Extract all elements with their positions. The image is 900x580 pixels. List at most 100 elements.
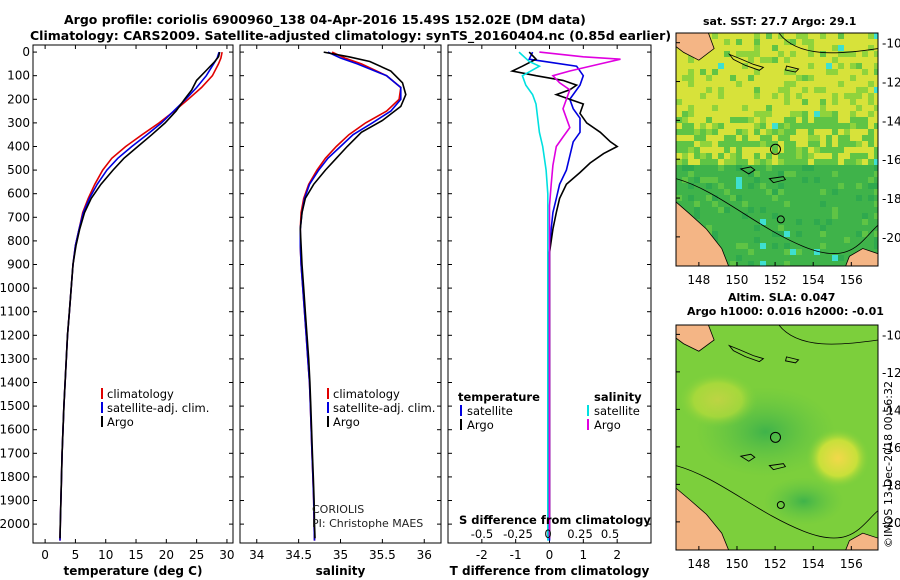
y-tick-label: 1700 [0, 446, 30, 460]
sst-pixel [778, 87, 784, 93]
sst-pixel [706, 177, 712, 183]
sst-pixel [868, 213, 874, 219]
sst-map: 148 150 152 154 156 -10 -12 -14 -16 -18 -20 [675, 32, 900, 287]
sst-pixel [832, 165, 838, 171]
sst-pixel [856, 171, 862, 177]
sst-pixel [862, 237, 868, 243]
sst-pixel [676, 171, 682, 177]
sst-pixel [676, 165, 682, 171]
sst-pixel [772, 237, 778, 243]
sst-pixel [682, 171, 688, 177]
sst-pixel [700, 219, 706, 225]
sst-pixel [718, 165, 724, 171]
sst-pixel [814, 87, 820, 93]
sst-pixel [790, 165, 796, 171]
sst-pixel [736, 213, 742, 219]
sst-pixel [754, 141, 760, 147]
sst-pixel [766, 231, 772, 237]
sst-pixel [862, 117, 868, 123]
sst-pixel [826, 135, 832, 141]
sst-pixel [802, 201, 808, 207]
sst-pixel [700, 153, 706, 159]
sst-pixel [772, 207, 778, 213]
sst-pixel [682, 177, 688, 183]
y-tick-label: 1900 [0, 494, 30, 508]
sst-pixel [754, 261, 760, 266]
sst-pixel [742, 189, 748, 195]
sst-pixel [784, 183, 790, 189]
sst-pixel [778, 159, 784, 165]
sst-pixel [778, 177, 784, 183]
sla-map-frame [675, 324, 879, 551]
y-tick-label: 900 [7, 257, 30, 271]
sst-pixel [838, 45, 844, 51]
sst-pixel [706, 75, 712, 81]
sst-pixel [688, 57, 694, 63]
sst-pixel [832, 219, 838, 225]
sst-pixel [850, 213, 856, 219]
sst-pixel [790, 195, 796, 201]
sst-pixel [754, 51, 760, 57]
x-tick-label: 15 [128, 548, 143, 562]
sst-pixel [874, 171, 878, 177]
sst-pixel [802, 87, 808, 93]
sst-pixel [754, 171, 760, 177]
sst-pixel [820, 243, 826, 249]
sst-pixel [850, 171, 856, 177]
sla-low-blob [763, 477, 844, 526]
sst-pixel [856, 153, 862, 159]
sst-pixel [730, 153, 736, 159]
figure-title-line2: Climatology: CARS2009. Satellite-adjuste… [30, 28, 672, 43]
sst-pixel [682, 117, 688, 123]
sst-pixel [778, 243, 784, 249]
sst-pixel [688, 147, 694, 153]
sst-pixel [736, 183, 742, 189]
series-line-argo [299, 51, 407, 539]
sst-pixel [712, 201, 718, 207]
sst-pixel [778, 225, 784, 231]
map-x-tick-label: 148 [687, 273, 710, 287]
panel-frame-salinity [239, 44, 442, 544]
sst-pixel [832, 93, 838, 99]
sst-pixel [724, 159, 730, 165]
sst-pixel [802, 237, 808, 243]
sst-pixel [724, 255, 730, 261]
sst-pixel [814, 237, 820, 243]
sst-pixel [838, 213, 844, 219]
sst-pixel [760, 237, 766, 243]
sst-pixel [712, 195, 718, 201]
sst-pixel [718, 237, 724, 243]
sst-pixel [676, 129, 682, 135]
sst-pixel [772, 129, 778, 135]
sst-pixel [682, 123, 688, 129]
sst-pixel [874, 33, 878, 39]
legend-title-temperature: temperature [458, 390, 540, 404]
sst-pixel [790, 225, 796, 231]
sst-pixel [814, 117, 820, 123]
series-line-t-argo [509, 51, 619, 539]
sst-pixel [742, 105, 748, 111]
sst-pixel [826, 237, 832, 243]
sst-pixel [796, 147, 802, 153]
sst-pixel [700, 189, 706, 195]
sst-pixel [700, 123, 706, 129]
sst-pixel [862, 183, 868, 189]
sst-pixel [784, 93, 790, 99]
sst-pixel [778, 165, 784, 171]
sst-pixel [802, 183, 808, 189]
x-tick-label: 0 [41, 548, 49, 562]
sst-pixel [862, 153, 868, 159]
sst-pixel [736, 255, 742, 261]
sst-pixel [850, 99, 856, 105]
sst-pixel [742, 213, 748, 219]
sst-pixel [760, 243, 766, 249]
sst-pixel [694, 135, 700, 141]
sst-pixel [706, 189, 712, 195]
sst-pixel [682, 195, 688, 201]
sst-pixel [772, 255, 778, 261]
sst-pixel [766, 135, 772, 141]
sst-pixel [784, 99, 790, 105]
sst-pixel [778, 189, 784, 195]
sst-pixel [802, 207, 808, 213]
sst-pixel [760, 141, 766, 147]
